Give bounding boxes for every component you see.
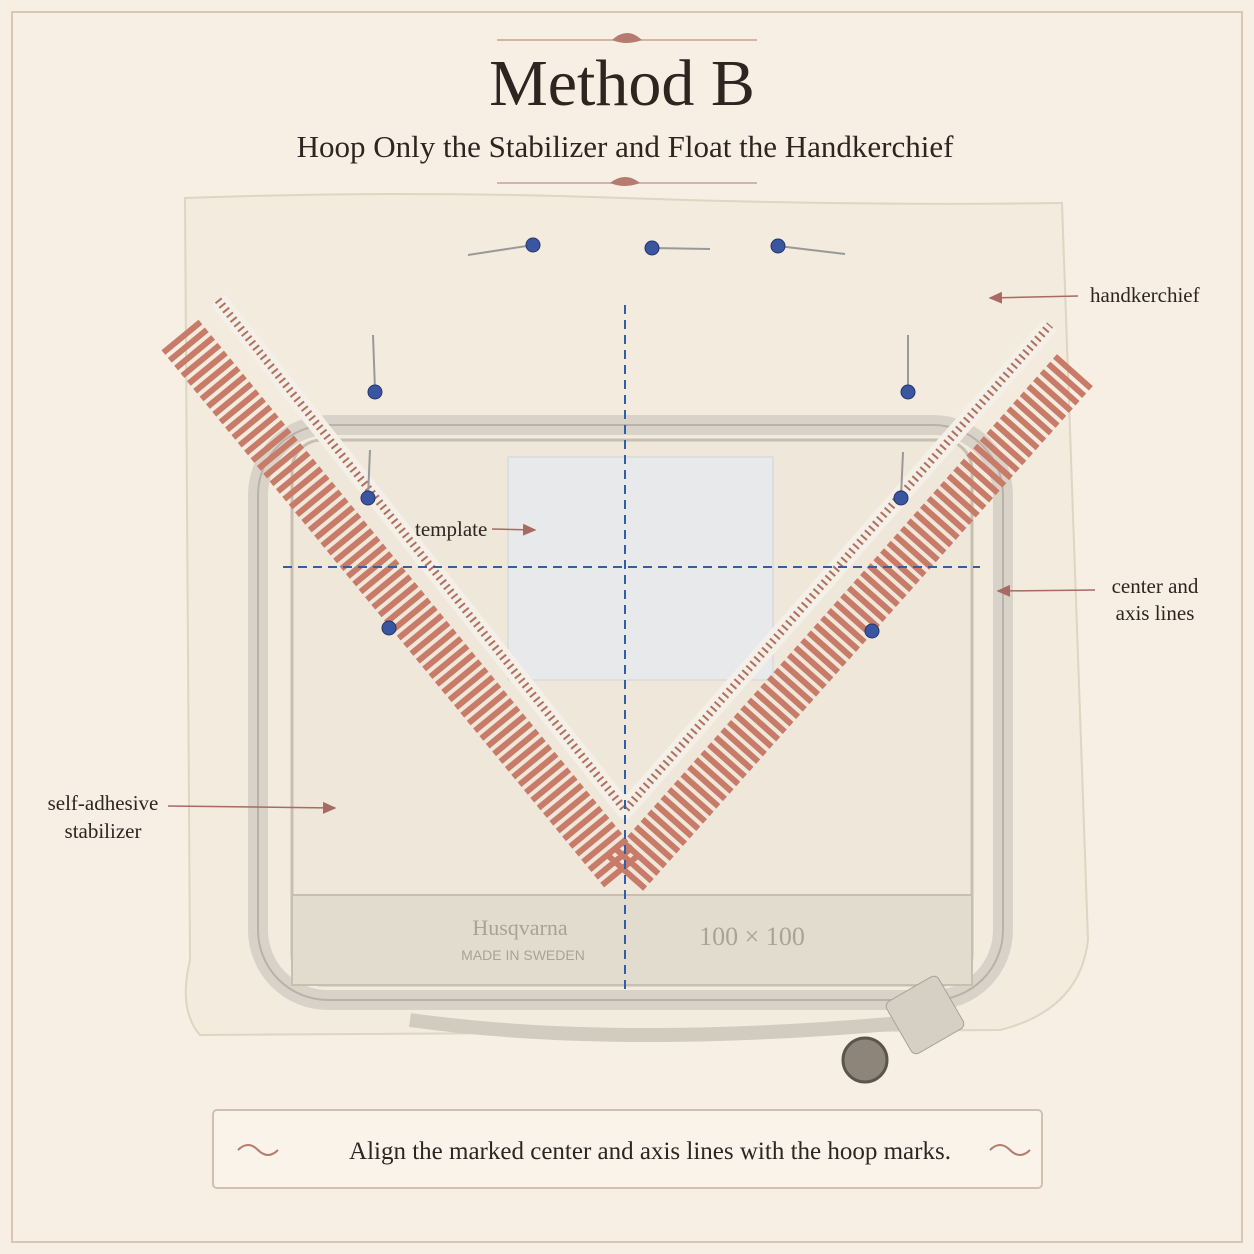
ornament [612,33,642,43]
pin-head [360,490,376,506]
caption: Align the marked center and axis lines w… [349,1138,951,1165]
arrow [996,584,1096,597]
ornament [989,1144,1031,1156]
pin-head [864,623,880,639]
pin-head [381,620,397,636]
pin-head [770,238,786,254]
hoop-origin: MADE IN SWEDEN [461,947,585,963]
label: template [415,517,487,541]
pins [360,237,916,639]
pin-head [525,237,541,253]
label: axis lines [1116,601,1195,625]
hoop: Husqvarna MADE IN SWEDEN 100 × 100 [248,415,1013,1084]
hoop-bar [291,894,973,986]
pin-needle [372,334,376,391]
pin-needle [777,245,846,255]
pin-needle [900,451,904,498]
caption-frame [212,1109,1043,1189]
callouts: handkerchief template center and axis li… [48,283,1200,843]
hoop-brand: Husqvarna [472,915,568,940]
hoop-edge [257,424,1004,1001]
lace [161,294,1093,899]
label: self-adhesive [48,791,159,815]
pin-head [893,490,909,506]
hoop-bracket [885,975,965,1055]
lace-edge [161,319,1093,899]
ornament [610,177,640,186]
arrow [491,523,537,536]
pin-head [900,384,916,400]
subtitle: Hoop Only the Stabilizer and Float the H… [297,129,955,164]
label: center and [1112,574,1199,598]
pin-head [644,240,660,256]
pin-needle [367,449,371,498]
header: Method B Hoop Only the Stabilizer and Fl… [297,33,955,186]
arrow [167,801,337,814]
arrow [988,291,1079,304]
pin-head [367,384,383,400]
hoop-lower [409,1013,936,1042]
label: handkerchief [1090,283,1200,307]
label: stabilizer [65,819,142,843]
pin-needle [467,244,534,256]
hoop-screw [841,1036,889,1084]
template [507,456,774,681]
ornament [237,1144,279,1156]
frame [11,11,1243,1243]
title: Method B [489,47,755,120]
hem-stitch [214,297,1054,814]
caption-box: Align the marked center and axis lines w… [212,1109,1043,1189]
hoop-size: 100 × 100 [699,922,805,951]
pin-needle [651,247,711,250]
